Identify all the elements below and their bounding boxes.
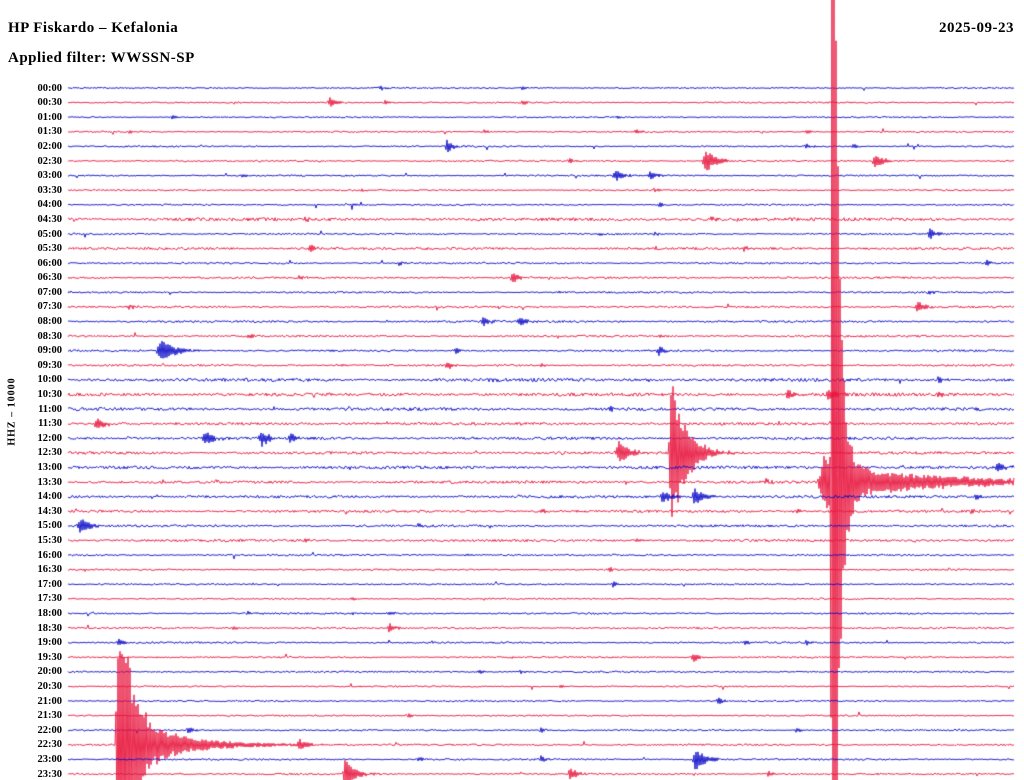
trace-time-label: 07:00 — [37, 286, 63, 298]
trace-time-label: 02:30 — [37, 155, 63, 167]
trace-time-label: 06:00 — [37, 257, 63, 269]
trace-time-label: 03:00 — [37, 170, 63, 182]
trace-time-label: 14:00 — [37, 491, 63, 503]
trace-time-label: 11:30 — [38, 418, 62, 430]
trace-time-label: 17:00 — [37, 578, 63, 590]
trace-time-label: 22:00 — [37, 724, 63, 736]
filter-label: Applied filter: WWSSN-SP — [8, 50, 195, 66]
trace-time-label: 02:00 — [37, 140, 63, 152]
trace-time-label: 00:30 — [37, 97, 63, 109]
trace-time-label: 23:00 — [37, 753, 63, 765]
station-title: HP Fiskardo – Kefalonia — [8, 20, 179, 36]
trace-time-label: 14:30 — [37, 505, 63, 517]
trace-time-label: 21:30 — [37, 710, 63, 722]
trace-time-label: 04:30 — [37, 213, 63, 225]
trace-time-label: 23:30 — [37, 768, 63, 780]
trace-time-label: 06:30 — [37, 272, 63, 284]
trace-time-label: 18:00 — [37, 607, 63, 619]
trace-time-label: 12:30 — [37, 447, 63, 459]
trace-time-label: 10:30 — [37, 389, 63, 400]
trace-time-label: 22:30 — [37, 739, 63, 751]
trace-time-label: 16:00 — [37, 549, 63, 561]
trace-time-label: 16:30 — [37, 564, 63, 576]
trace-time-label: 01:30 — [37, 126, 63, 138]
trace-time-label: 20:30 — [37, 680, 63, 692]
trace-time-label: 13:30 — [37, 476, 63, 488]
trace-time-label: 08:30 — [37, 330, 63, 342]
trace-time-label: 11:00 — [38, 403, 62, 415]
trace-time-label: 10:00 — [37, 374, 63, 386]
trace-time-label: 18:30 — [37, 622, 63, 634]
trace-time-label: 19:30 — [37, 651, 63, 663]
trace-time-label: 15:00 — [37, 520, 63, 532]
trace-time-label: 21:00 — [37, 695, 63, 707]
trace-time-label: 09:00 — [37, 345, 63, 357]
trace-time-label: 07:30 — [37, 301, 63, 313]
trace-time-label: 19:00 — [37, 637, 63, 649]
trace-time-label: 15:30 — [37, 535, 63, 546]
trace-time-label: 13:00 — [37, 462, 63, 473]
trace-time-label: 09:30 — [37, 359, 63, 371]
trace-time-label: 05:00 — [37, 228, 63, 240]
trace-time-label: 04:00 — [37, 199, 63, 211]
trace-time-label: 08:00 — [37, 316, 63, 327]
trace-time-label: 05:30 — [37, 243, 63, 255]
trace-time-label: 17:30 — [37, 593, 63, 605]
trace-time-label: 20:00 — [37, 666, 63, 678]
trace-time-label: 03:30 — [37, 184, 63, 196]
trace-time-label: 01:00 — [37, 111, 63, 123]
date-label: 2025-09-23 — [939, 20, 1014, 36]
trace-time-label: 12:00 — [37, 432, 63, 444]
trace-time-label: 00:00 — [37, 82, 63, 94]
